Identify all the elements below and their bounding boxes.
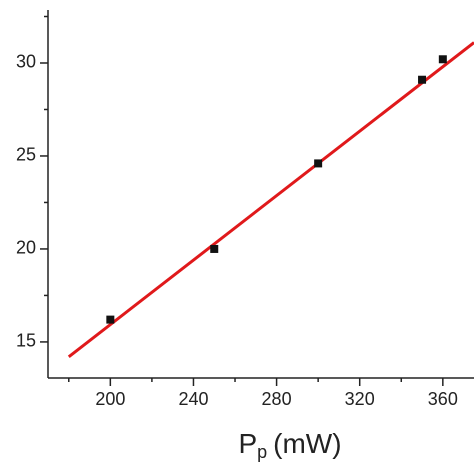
x-tick-label: 360 <box>428 389 458 409</box>
data-point <box>314 159 323 168</box>
x-axis-label: Pp (mW) <box>238 428 341 461</box>
y-tick-label: 25 <box>16 145 36 165</box>
x-tick-label: 240 <box>178 389 208 409</box>
y-tick-label: 30 <box>16 52 36 72</box>
fit-line <box>67 41 474 358</box>
data-point <box>438 55 447 64</box>
x-tick-label: 200 <box>95 389 125 409</box>
data-point <box>418 75 427 84</box>
data-point <box>210 244 219 253</box>
x-tick-label: 320 <box>345 389 375 409</box>
y-tick-label: 15 <box>16 331 36 351</box>
y-tick-label: 20 <box>16 238 36 258</box>
data-point <box>106 315 115 324</box>
x-tick-label: 280 <box>262 389 292 409</box>
